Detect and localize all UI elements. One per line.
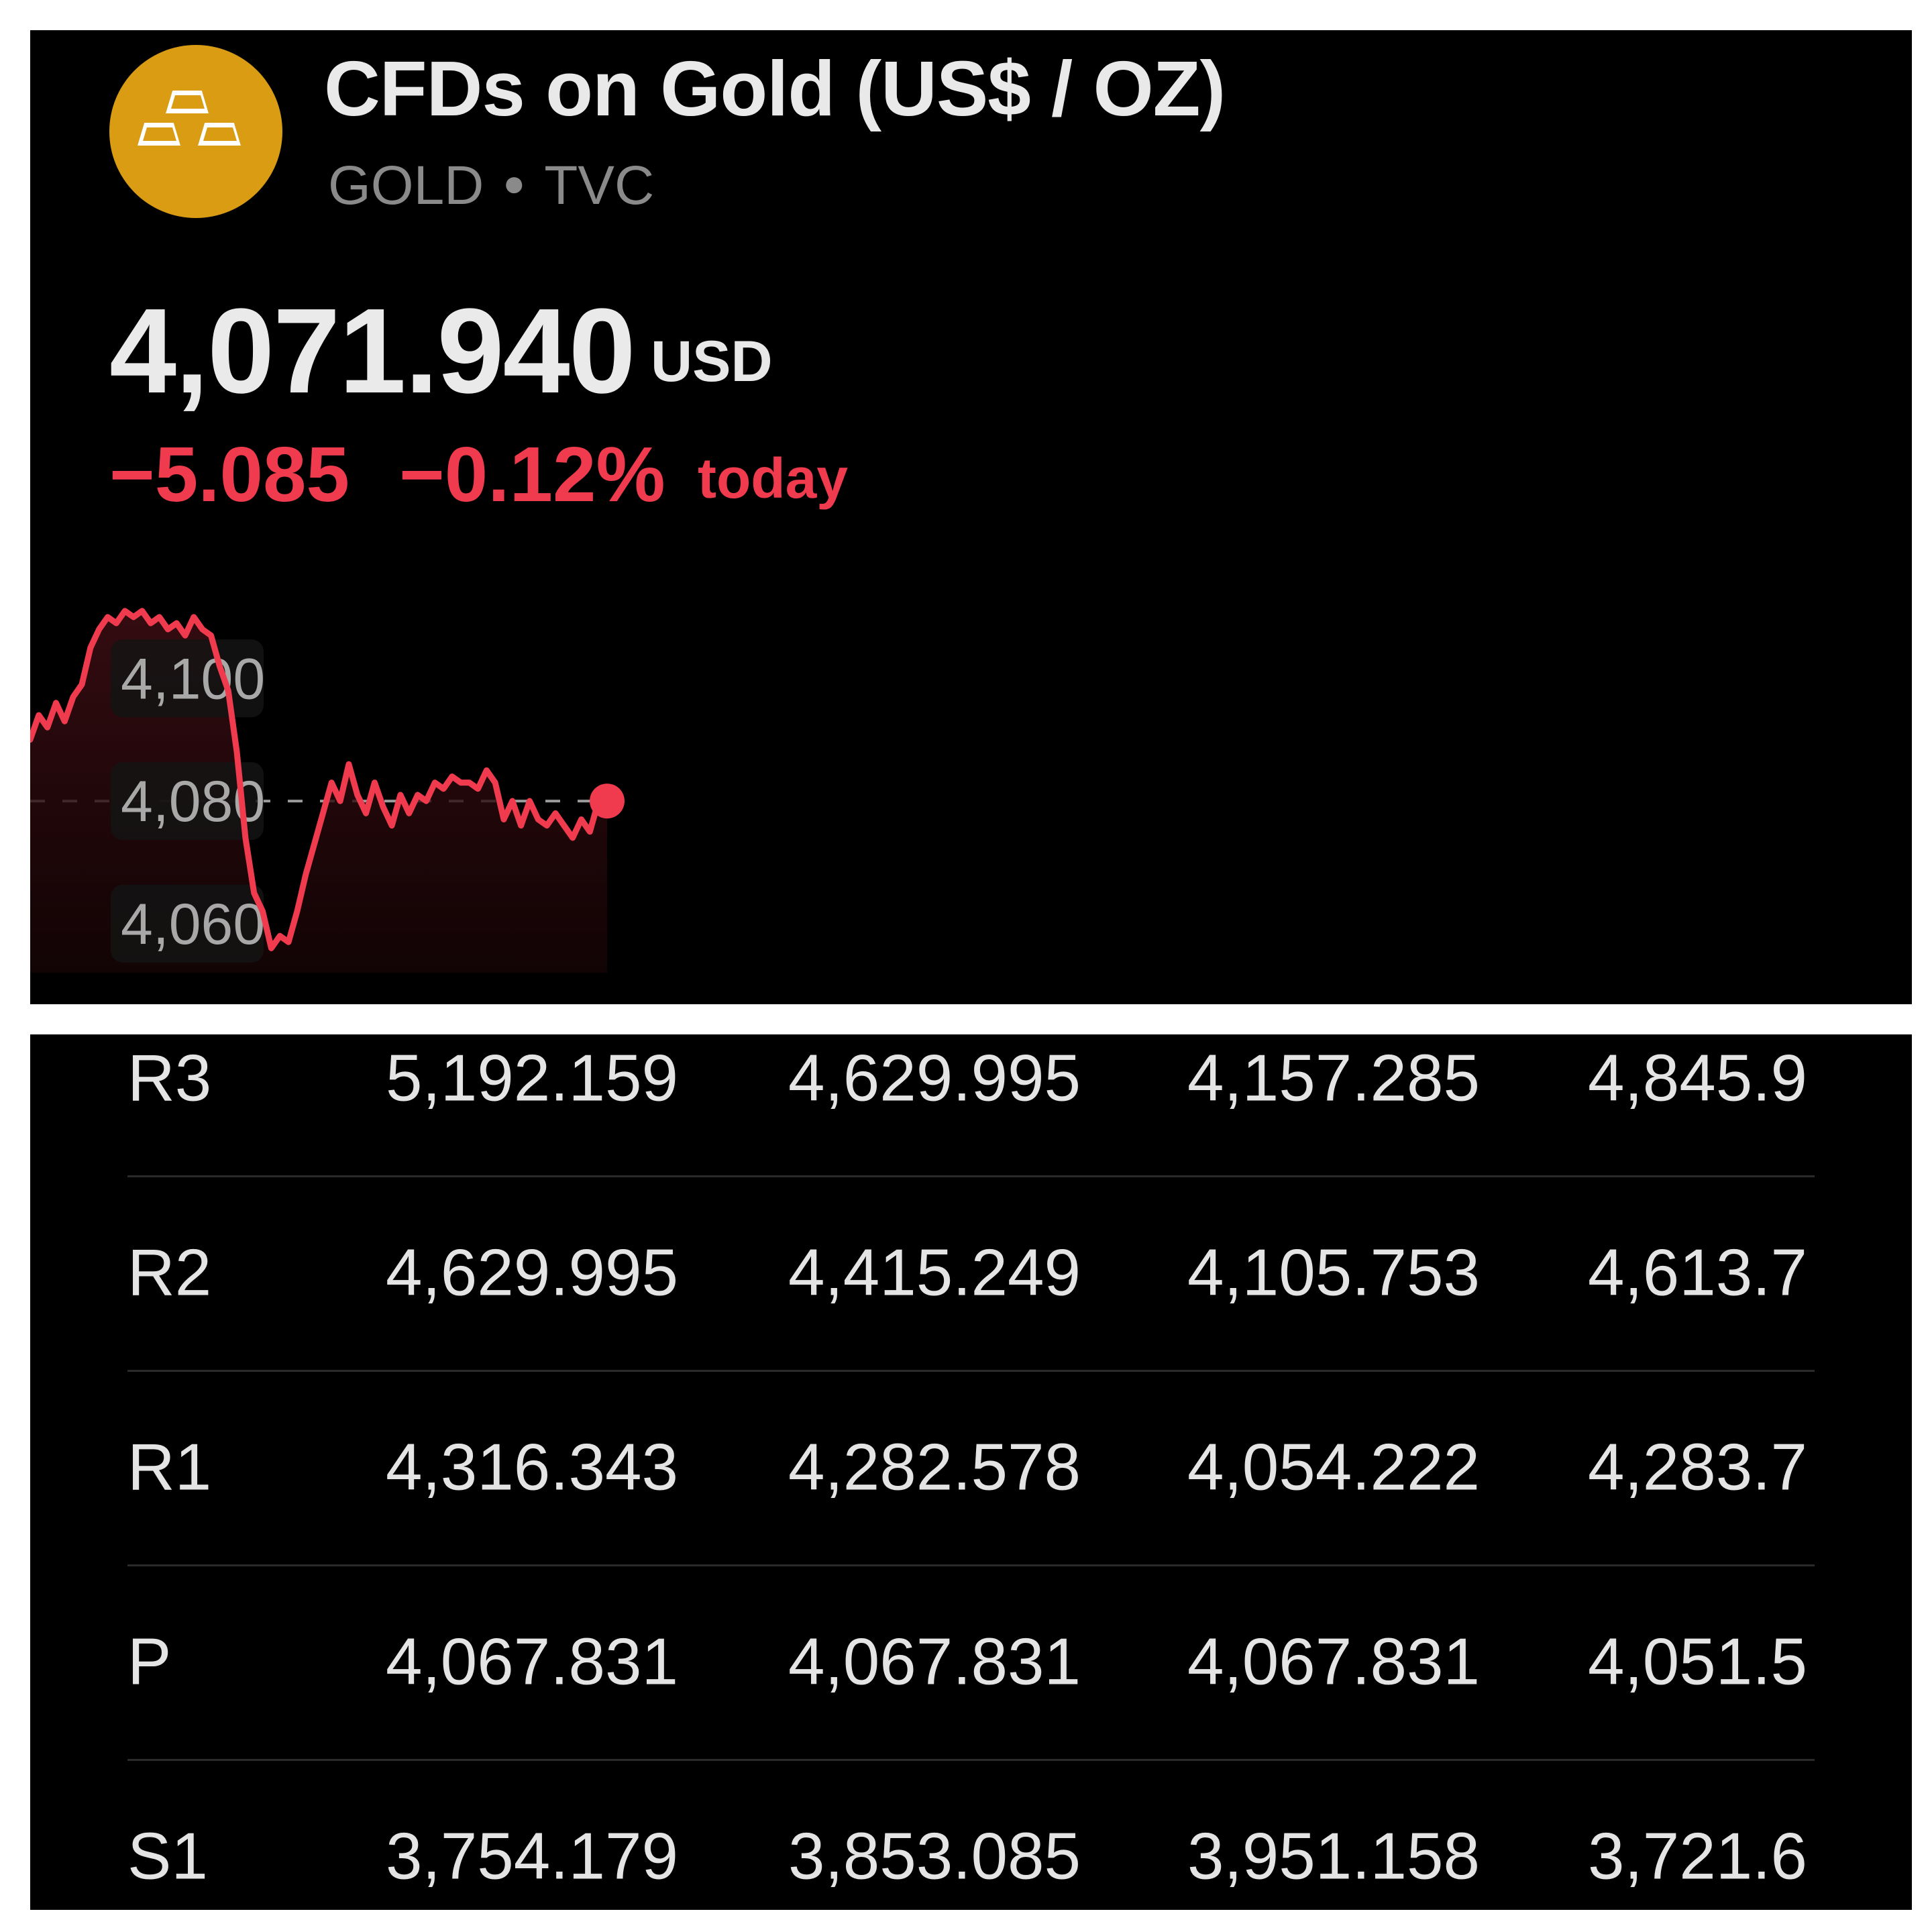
- pivot-points-table: R3 5,192.159 4,629.995 4,157.285 4,845.9 R2 4,…: [30, 1034, 1912, 1910]
- pivot-value: 4,105.753: [1187, 1235, 1480, 1309]
- pivot-level-label: R3: [127, 1040, 212, 1115]
- pivot-value: 4,067.831: [788, 1624, 1081, 1699]
- row-divider: [127, 1564, 1815, 1566]
- change-percent: −0.12%: [399, 431, 665, 518]
- quote-panel: CFDs on Gold (US$ / OZ) GOLD ● TVC 4,071.9…: [30, 30, 1912, 1004]
- pivot-value: 3,951.158: [1187, 1819, 1480, 1893]
- exchange-label: TVC: [544, 155, 655, 216]
- pivot-value: 4,157.285: [1187, 1040, 1480, 1115]
- pivot-value: 4,845.9: [1588, 1040, 1807, 1115]
- row-divider: [127, 1175, 1815, 1177]
- pivot-value: 4,054.222: [1187, 1430, 1480, 1504]
- table-overflow-clip: [1815, 1034, 1912, 1910]
- pivot-value: 4,282.578: [788, 1430, 1081, 1504]
- pivot-level-label: P: [127, 1624, 172, 1699]
- row-divider: [127, 1759, 1815, 1761]
- svg-text:4,100: 4,100: [121, 647, 265, 711]
- symbol-label: GOLD: [328, 155, 484, 216]
- pivot-row-p: P 4,067.831 4,067.831 4,067.831 4,051.5: [127, 1564, 1815, 1759]
- svg-text:4,060: 4,060: [121, 892, 265, 957]
- pivot-level-label: S1: [127, 1819, 208, 1893]
- instrument-title: CFDs on Gold (US$ / OZ): [324, 45, 1226, 132]
- pivot-value: 3,721.6: [1588, 1819, 1807, 1893]
- pivot-level-label: R2: [127, 1235, 212, 1309]
- price-currency: USD: [651, 329, 773, 394]
- last-price: 4,071.940: [109, 284, 636, 419]
- pivot-row-r2: R2 4,629.995 4,415.249 4,105.753 4,613.7: [127, 1175, 1815, 1370]
- last-price-marker: [590, 784, 625, 819]
- y-tick-label: 4,060: [111, 884, 265, 963]
- pivot-row-r1: R1 4,316.343 4,282.578 4,054.222 4,283.7: [127, 1370, 1815, 1564]
- y-tick-label: 4,100: [111, 639, 265, 718]
- pivot-row-s1: S1 3,754.179 3,853.085 3,951.158 3,721.6: [127, 1759, 1815, 1910]
- pivot-value: 4,613.7: [1588, 1235, 1807, 1309]
- row-divider: [127, 1370, 1815, 1372]
- change-period: today: [698, 447, 849, 510]
- pivot-value: 4,629.995: [788, 1040, 1081, 1115]
- pivot-value: 4,629.995: [386, 1235, 678, 1309]
- pivot-value: 3,754.179: [386, 1819, 678, 1893]
- pivot-value: 4,316.343: [386, 1430, 678, 1504]
- pivot-value: 4,283.7: [1588, 1430, 1807, 1504]
- price-line: [30, 608, 610, 951]
- pivot-value: 5,192.159: [386, 1040, 678, 1115]
- pivot-value: 4,067.831: [386, 1624, 678, 1699]
- pivot-row-r3: R3 5,192.159 4,629.995 4,157.285 4,845.9: [127, 1034, 1815, 1175]
- pivot-value: 3,853.085: [788, 1819, 1081, 1893]
- pivot-value: 4,051.5: [1588, 1624, 1807, 1699]
- pivot-value: 4,067.831: [1187, 1624, 1480, 1699]
- gold-logo: [109, 45, 282, 218]
- gold-bars-icon: [131, 87, 247, 150]
- instrument-subtitle: GOLD ● TVC: [328, 154, 654, 217]
- pivot-level-label: R1: [127, 1430, 212, 1504]
- change-absolute: −5.085: [109, 431, 350, 518]
- pivot-value: 4,415.249: [788, 1235, 1081, 1309]
- separator-dot: ●: [502, 162, 526, 204]
